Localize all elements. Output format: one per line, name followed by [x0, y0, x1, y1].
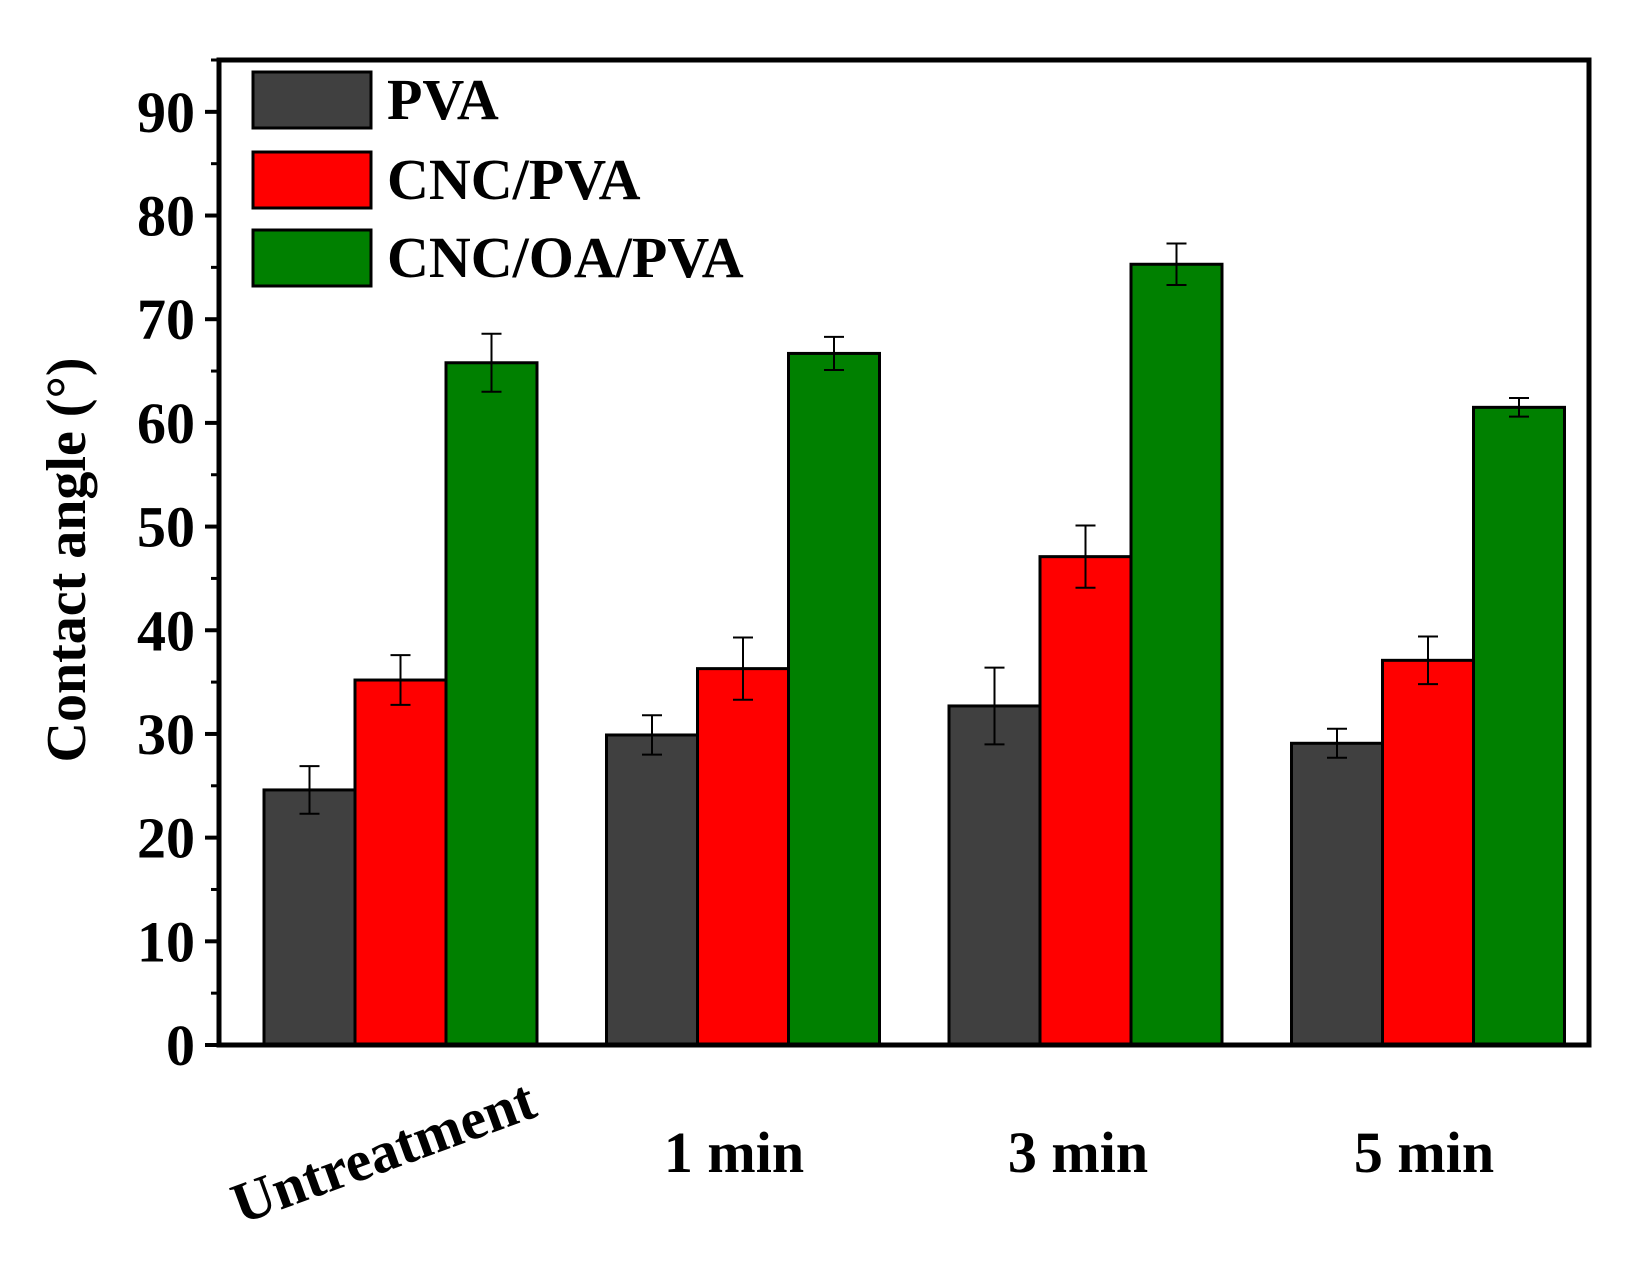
bar-cnc-oa-pva-1 [787, 351, 881, 1047]
error-bars-layer [299, 242, 1529, 815]
bar-cnc-oa-pva-3 [1472, 405, 1566, 1047]
legend-label-0: PVA [387, 67, 499, 132]
bar-pva-0 [262, 788, 357, 1047]
bar-cnc-pva-0 [353, 678, 448, 1047]
y-tick-label: 20 [137, 806, 195, 871]
plot-frame [216, 57, 1592, 1048]
x-tick-label: Untreatment [223, 1067, 545, 1237]
x-tick-label: 1 min [664, 1120, 804, 1185]
bar-cnc-oa-pva-0 [444, 361, 539, 1047]
bar-cnc-oa-pva-2 [1129, 262, 1224, 1047]
legend-label-2: CNC/OA/PVA [387, 225, 744, 290]
bar-cnc-pva-2 [1038, 555, 1133, 1047]
legend: PVA CNC/PVA CNC/OA/PVA [251, 67, 744, 290]
legend-swatch-0 [251, 70, 373, 130]
y-tick-label: 90 [137, 80, 195, 145]
y-tick-label: 10 [137, 909, 195, 974]
y-tick-label: 30 [137, 702, 195, 767]
y-tick-label: 70 [137, 287, 195, 352]
y-tick-label: 40 [137, 598, 195, 663]
legend-label-1: CNC/PVA [387, 147, 641, 212]
bar-pva-1 [605, 733, 699, 1047]
y-tick-label: 60 [137, 391, 195, 456]
y-axis-title: Contact angle (°) [36, 358, 98, 763]
x-tick-label: 3 min [1008, 1120, 1148, 1185]
y-tick-label: 0 [166, 1013, 195, 1078]
bar-cnc-pva-1 [696, 667, 790, 1047]
legend-swatch-2 [251, 228, 373, 288]
bar-pva-2 [947, 704, 1042, 1047]
y-tick-label: 80 [137, 184, 195, 249]
legend-swatch-1 [251, 150, 373, 210]
bar-cnc-pva-3 [1381, 658, 1475, 1047]
y-tick-label: 50 [137, 495, 195, 560]
x-tick-label: 5 min [1354, 1120, 1494, 1185]
bar-pva-3 [1290, 741, 1384, 1047]
bars-layer [262, 262, 1566, 1047]
